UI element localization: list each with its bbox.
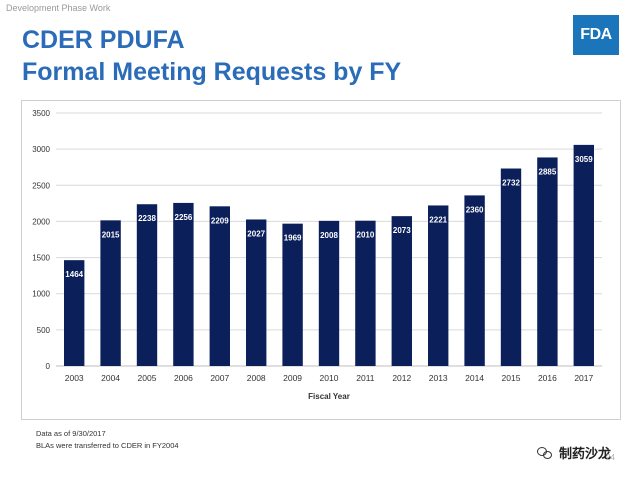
x-tick-label: 2013 bbox=[429, 373, 448, 383]
data-label-2008: 2027 bbox=[247, 229, 265, 238]
x-tick-label: 2009 bbox=[283, 373, 302, 383]
wechat-label: 制药沙龙 bbox=[559, 447, 612, 462]
data-label-2015: 2732 bbox=[502, 179, 520, 188]
bar-2015 bbox=[500, 168, 522, 366]
data-label-2014: 2360 bbox=[466, 205, 484, 214]
y-tick-label: 0 bbox=[46, 362, 51, 371]
bar-2008 bbox=[246, 219, 267, 366]
title-line-2: Formal Meeting Requests by FY bbox=[22, 58, 402, 86]
fda-logo-text: FDA bbox=[580, 26, 612, 43]
data-label-2011: 2010 bbox=[357, 231, 375, 240]
x-tick-label: 2017 bbox=[574, 373, 593, 383]
bar-2006 bbox=[173, 202, 194, 366]
data-label-2017: 3059 bbox=[575, 155, 593, 164]
data-label-2004: 2015 bbox=[102, 230, 120, 239]
y-tick-label: 3000 bbox=[32, 145, 50, 154]
bar-2011 bbox=[355, 220, 376, 366]
watermark: Development Phase Work bbox=[6, 3, 111, 13]
data-label-2010: 2008 bbox=[320, 231, 338, 240]
bar-2004 bbox=[100, 220, 121, 366]
bar-2007 bbox=[209, 206, 230, 366]
title-line-1: CDER PDUFA bbox=[22, 26, 185, 54]
data-label-2005: 2238 bbox=[138, 214, 156, 223]
y-tick-label: 2500 bbox=[32, 181, 50, 190]
y-tick-label: 3500 bbox=[32, 109, 50, 118]
data-label-2009: 1969 bbox=[284, 234, 302, 243]
bar-2014 bbox=[464, 195, 485, 366]
page-number: 24 bbox=[606, 453, 615, 462]
x-tick-label: 2006 bbox=[174, 373, 193, 383]
bar-2017 bbox=[573, 144, 594, 366]
data-label-2003: 1464 bbox=[65, 270, 83, 279]
x-tick-label: 2008 bbox=[247, 373, 266, 383]
bar-2010 bbox=[318, 220, 340, 366]
page-title: CDER PDUFA Formal Meeting Requests by FY bbox=[22, 24, 401, 88]
fda-logo: FDA bbox=[573, 15, 619, 55]
footnote-data-date: Data as of 9/30/2017 bbox=[36, 429, 106, 438]
bar-2005 bbox=[136, 204, 158, 366]
data-label-2006: 2256 bbox=[175, 213, 193, 222]
bar-2003 bbox=[64, 260, 85, 366]
x-tick-label: 2016 bbox=[538, 373, 557, 383]
x-tick-label: 2003 bbox=[65, 373, 84, 383]
x-tick-label: 2014 bbox=[465, 373, 484, 383]
bar-2016 bbox=[537, 157, 558, 366]
bar-chart: 0 500 1000 1500 2000 2500 3000 3500 1464 2003 2015… bbox=[32, 109, 602, 401]
x-axis-title: Fiscal Year bbox=[308, 392, 350, 401]
x-tick-label: 2012 bbox=[392, 373, 411, 383]
y-tick-label: 1500 bbox=[32, 254, 50, 263]
x-tick-label: 2005 bbox=[138, 373, 157, 383]
footnotes: Data as of 9/30/2017 BLAs were transferr… bbox=[36, 428, 179, 452]
bar-2009 bbox=[282, 223, 303, 366]
x-tick-label: 2007 bbox=[210, 373, 229, 383]
bar-2013 bbox=[428, 205, 449, 366]
data-label-2013: 2221 bbox=[429, 215, 447, 224]
chart-frame: 0 500 1000 1500 2000 2500 3000 3500 1464 2003 2015… bbox=[21, 100, 621, 420]
x-tick-label: 2011 bbox=[356, 373, 375, 383]
footnote-bla-transfer: BLAs were transferred to CDER in FY2004 bbox=[36, 441, 179, 450]
y-tick-label: 2000 bbox=[32, 217, 50, 226]
wechat-watermark: 制药沙龙 bbox=[537, 443, 611, 462]
y-tick-label: 1000 bbox=[32, 290, 50, 299]
data-label-2012: 2073 bbox=[393, 226, 411, 235]
y-tick-label: 500 bbox=[37, 326, 51, 335]
x-tick-label: 2015 bbox=[502, 373, 521, 383]
bar-2012 bbox=[391, 216, 412, 366]
x-tick-label: 2004 bbox=[101, 373, 120, 383]
data-label-2007: 2209 bbox=[211, 216, 229, 225]
wechat-icon bbox=[537, 446, 553, 459]
data-label-2016: 2885 bbox=[539, 167, 557, 176]
x-tick-label: 2010 bbox=[320, 373, 339, 383]
